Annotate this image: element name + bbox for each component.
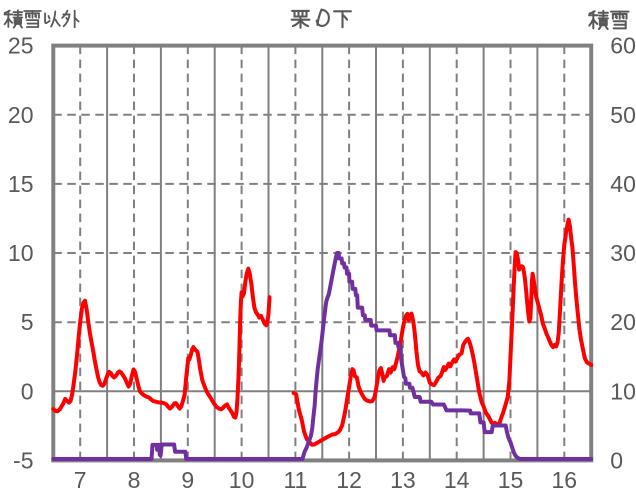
svg-text:7: 7 xyxy=(74,467,87,493)
svg-text:0: 0 xyxy=(610,447,623,473)
svg-text:14: 14 xyxy=(444,467,470,493)
svg-text:15: 15 xyxy=(498,467,524,493)
svg-text:10: 10 xyxy=(229,467,255,493)
svg-text:10: 10 xyxy=(610,378,636,404)
svg-text:10: 10 xyxy=(8,240,34,266)
svg-text:8: 8 xyxy=(128,467,141,493)
svg-text:25: 25 xyxy=(8,33,34,59)
svg-text:15: 15 xyxy=(8,171,34,197)
svg-text:16: 16 xyxy=(552,467,578,493)
svg-text:13: 13 xyxy=(390,467,416,493)
svg-text:-5: -5 xyxy=(13,447,33,473)
svg-text:50: 50 xyxy=(610,102,636,128)
svg-text:5: 5 xyxy=(21,309,34,335)
svg-text:60: 60 xyxy=(610,33,636,59)
svg-text:30: 30 xyxy=(610,240,636,266)
svg-text:11: 11 xyxy=(283,467,307,493)
svg-text:20: 20 xyxy=(8,102,34,128)
svg-text:0: 0 xyxy=(21,378,34,404)
svg-text:9: 9 xyxy=(181,467,194,493)
svg-text:12: 12 xyxy=(336,467,362,493)
svg-text:20: 20 xyxy=(610,309,636,335)
svg-text:40: 40 xyxy=(610,171,636,197)
